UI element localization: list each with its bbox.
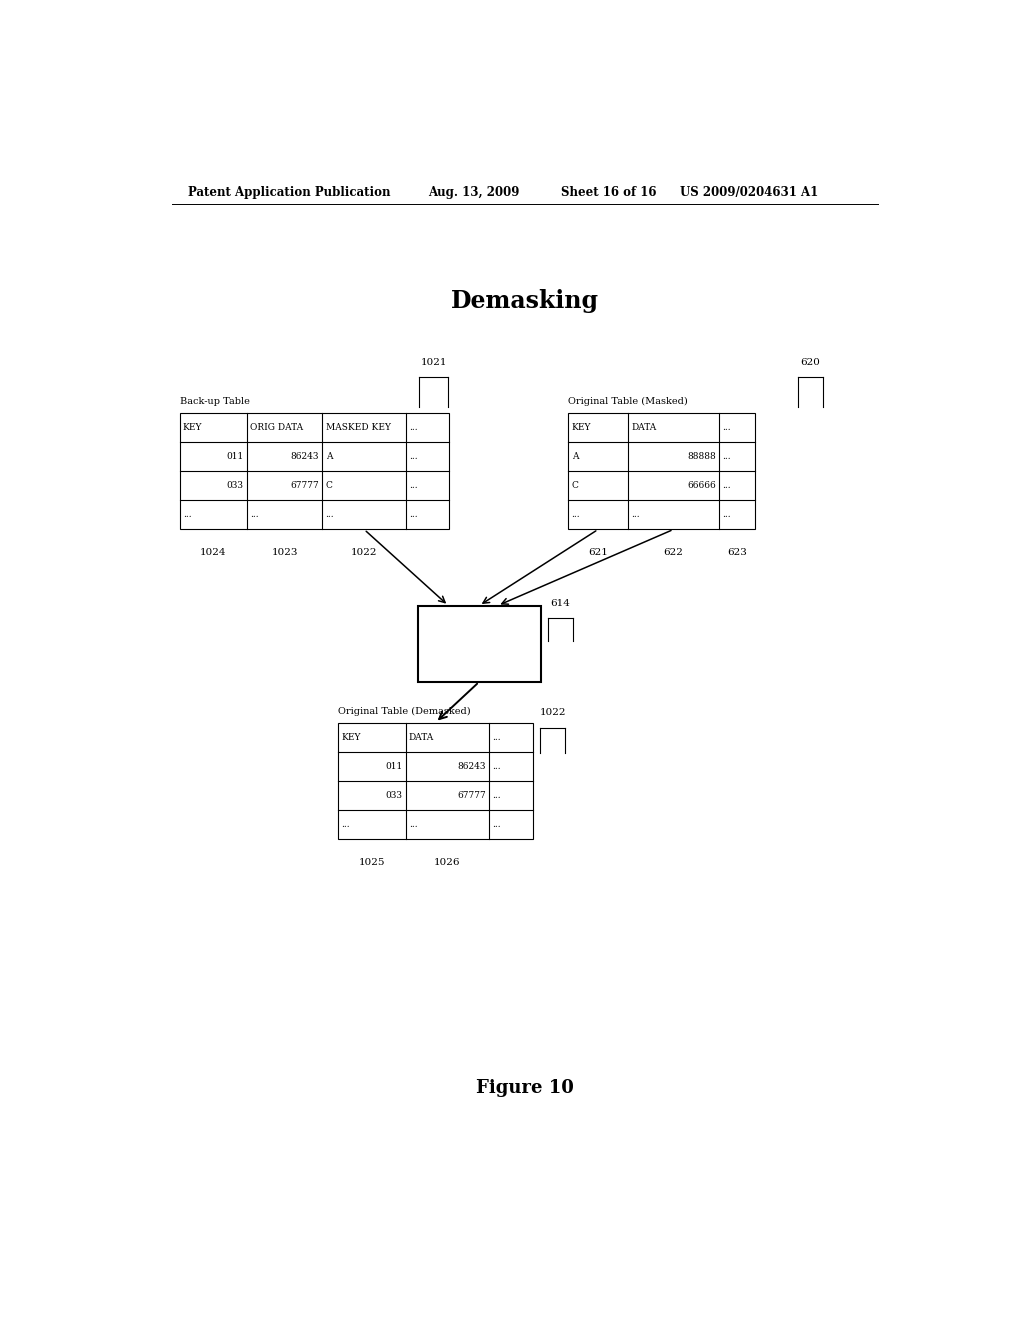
Text: ...: ... [722,511,731,519]
Text: Patent Application Publication: Patent Application Publication [187,186,390,199]
Text: ...: ... [722,451,731,461]
Text: 623: 623 [727,548,748,557]
Text: ...: ... [631,511,640,519]
Text: ...: ... [493,762,501,771]
Text: 86243: 86243 [291,451,319,461]
Text: Back-up Table: Back-up Table [179,397,250,407]
Text: ...: ... [409,422,418,432]
Text: KEY: KEY [182,422,203,432]
Text: ...: ... [722,422,731,432]
Text: 1025: 1025 [358,858,385,867]
Text: ...: ... [493,733,501,742]
Text: Demasking: Demasking [451,289,599,313]
Bar [568,413,755,529]
Text: Sheet 16 of 16: Sheet 16 of 16 [560,186,656,199]
Text: 1022: 1022 [540,709,566,718]
Text: 88888: 88888 [687,451,716,461]
Text: Original Table (Demasked): Original Table (Demasked) [338,708,471,717]
Text: KEY: KEY [341,733,361,742]
Text: ...: ... [493,791,501,800]
Text: 1024: 1024 [200,548,226,557]
Text: ...: ... [493,820,501,829]
Text: Figure 10: Figure 10 [476,1080,573,1097]
Text: 621: 621 [588,548,608,557]
Text: ORIG DATA: ORIG DATA [250,422,303,432]
Text: 66666: 66666 [687,480,716,490]
Text: 86243: 86243 [458,762,486,771]
Text: 622: 622 [664,548,684,557]
Text: ...: ... [326,511,334,519]
Text: ...: ... [341,820,350,829]
Bar [418,606,541,682]
Text: ...: ... [409,511,418,519]
Text: 033: 033 [386,791,402,800]
Text: 1026: 1026 [434,858,461,867]
Text: KEY: KEY [571,422,591,432]
Text: ...: ... [409,451,418,461]
Text: DATA: DATA [409,733,434,742]
Text: ...: ... [409,480,418,490]
Text: 011: 011 [385,762,402,771]
Text: 1021: 1021 [420,358,446,367]
Text: 67777: 67777 [457,791,486,800]
Text: 614: 614 [551,599,570,607]
Bar [179,413,450,529]
Text: 620: 620 [801,358,820,367]
Text: C: C [326,480,333,490]
Text: Original Table (Masked): Original Table (Masked) [568,397,688,407]
Text: MASKED KEY: MASKED KEY [326,422,390,432]
Text: DATA: DATA [631,422,656,432]
Text: A: A [326,451,332,461]
Text: 67777: 67777 [291,480,319,490]
Text: A: A [571,451,579,461]
Text: US 2009/0204631 A1: US 2009/0204631 A1 [680,186,818,199]
Text: Aug. 13, 2009: Aug. 13, 2009 [428,186,519,199]
Text: ...: ... [409,820,418,829]
Text: ...: ... [571,511,581,519]
Text: 1022: 1022 [351,548,378,557]
Text: ...: ... [250,511,259,519]
Text: 011: 011 [226,451,244,461]
Text: Join: Join [466,636,493,651]
Text: C: C [571,480,579,490]
Text: ...: ... [182,511,191,519]
Text: ...: ... [722,480,731,490]
Bar [338,722,532,840]
Text: 033: 033 [227,480,244,490]
Text: 1023: 1023 [271,548,298,557]
